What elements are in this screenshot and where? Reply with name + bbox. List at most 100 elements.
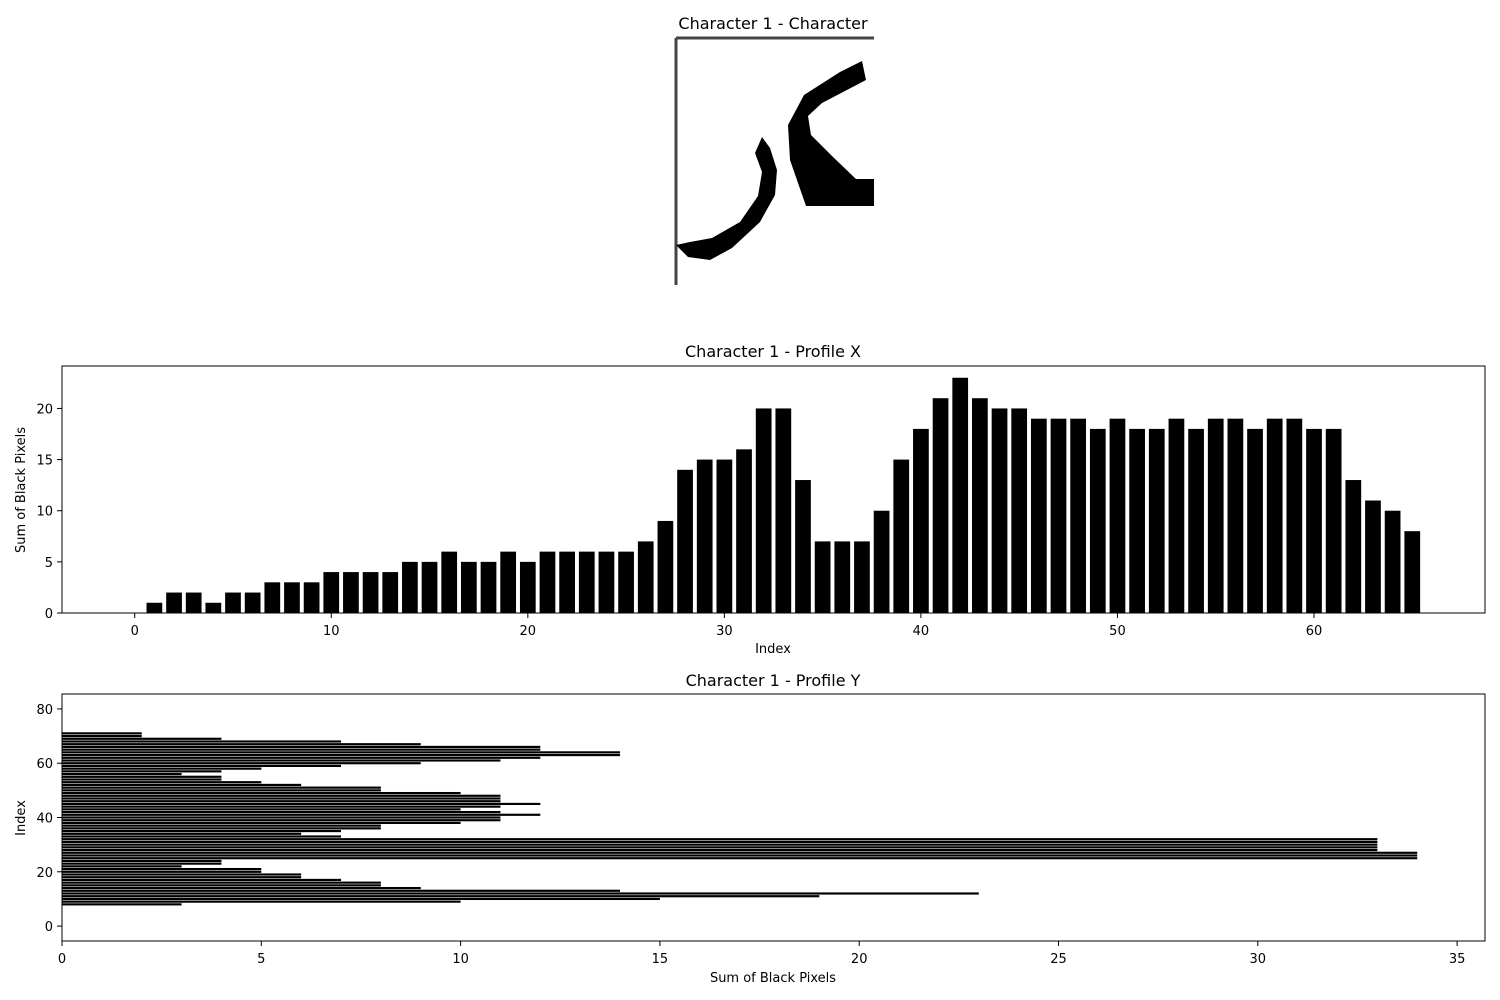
profile-x-bar: [1207, 418, 1224, 613]
profile-x-bar: [1188, 428, 1204, 613]
profile-x-bar: [795, 480, 811, 613]
profile-x-bar: [952, 377, 969, 613]
profile-y-bar: [62, 783, 302, 787]
profile-x-bar: [480, 561, 497, 613]
profile-x-bar: [913, 428, 929, 613]
profile-y-bar: [62, 743, 421, 746]
profile-y-bar: [62, 732, 142, 735]
profile-x-bar: [441, 551, 458, 613]
profile-x-bar: [166, 592, 182, 613]
profile-y-bar: [62, 900, 461, 903]
profile-y-bar: [62, 751, 621, 754]
profile-x-bar: [1325, 428, 1342, 613]
profile-y-bar: [62, 805, 501, 808]
profile-x-bar: [1168, 418, 1185, 613]
profile-y-xtick-label: 35: [1449, 952, 1466, 967]
profile-x-bar: [873, 510, 890, 613]
profile-y-ytick-label: 80: [36, 703, 53, 718]
profile-y-bar: [62, 778, 222, 781]
character-glyph: [676, 61, 874, 260]
profile-y-xtick-label: 30: [1250, 952, 1267, 967]
profile-y-bar: [62, 897, 660, 901]
profile-x-bar: [637, 541, 654, 613]
profile-x-title: Character 1 - Profile X: [685, 342, 861, 361]
profile-y-xtick-label: 5: [257, 952, 265, 967]
character-image: [674, 36, 874, 285]
profile-y-bar: [62, 884, 381, 887]
profile-y-bar: [62, 878, 342, 882]
profile-x-bar: [834, 541, 851, 613]
profile-x-ytick-label: 15: [36, 454, 53, 469]
profile-y-bar: [62, 764, 342, 768]
profile-x-bar: [578, 551, 595, 613]
profile-y-bar: [62, 854, 1418, 857]
profile-x-bar: [618, 551, 634, 613]
profile-x-ytick-label: 5: [45, 556, 53, 571]
profile-x-bar: [1286, 418, 1303, 613]
profile-x-bar: [1089, 428, 1106, 613]
profile-y-bar: [62, 848, 1378, 852]
profile-x-bar: [382, 572, 399, 613]
character-image-panel: Character 1 - Character: [674, 14, 874, 285]
profile-y-bar: [62, 867, 262, 871]
profile-y-xtick-label: 0: [58, 952, 66, 967]
profile-y-bar: [62, 827, 381, 830]
profile-y-ytick-label: 40: [36, 812, 53, 827]
profile-x-xtick-label: 10: [323, 624, 340, 639]
profile-y-bar: [62, 816, 501, 819]
profile-y-bar: [62, 870, 262, 873]
profile-x-bar: [972, 398, 988, 613]
profile-x-xtick-label: 30: [716, 624, 733, 639]
profile-y-ytick-label: 0: [45, 920, 53, 935]
profile-x-bar: [1109, 418, 1126, 613]
profile-y-bar: [62, 819, 501, 822]
profile-y-xticks: 0 5 10 15 20 25 30 35: [58, 941, 1466, 967]
profile-x-bar: [1011, 408, 1028, 613]
profile-y-bar: [62, 873, 302, 876]
profile-x-xtick-label: 40: [913, 624, 930, 639]
profile-y-bar: [62, 797, 501, 800]
profile-x-bar: [1266, 418, 1283, 613]
profile-x-bar: [991, 408, 1008, 613]
profile-x-bar: [854, 541, 870, 613]
profile-y-bar: [62, 889, 621, 892]
profile-x-bar: [1129, 428, 1145, 613]
profile-y-xtick-label: 20: [851, 952, 868, 967]
profile-x-bar: [284, 582, 300, 613]
profile-x-bar: [716, 459, 733, 613]
profile-x-chart: Character 1 - Profile X 0 10 20 30 40 50 60 0 5…: [14, 342, 1486, 657]
profile-x-bar: [598, 551, 615, 613]
profile-y-bar: [62, 770, 222, 773]
profile-x-ytick-label: 20: [36, 402, 53, 417]
profile-y-bar: [62, 802, 541, 806]
profile-y-bar: [62, 835, 342, 838]
profile-x-ytick-label: 0: [45, 607, 53, 622]
profile-y-bar: [62, 737, 222, 740]
profile-x-frame: [61, 365, 1486, 614]
profile-y-bar: [62, 759, 501, 762]
profile-y-bar: [62, 791, 461, 795]
profile-x-bar: [1247, 428, 1263, 613]
profile-y-bar: [62, 762, 421, 765]
profile-y-bar: [62, 832, 302, 835]
profile-y-bar: [62, 767, 262, 770]
profile-y-ytick-label: 20: [36, 866, 53, 881]
profile-x-bar: [343, 572, 359, 613]
profile-x-xtick-label: 0: [131, 624, 139, 639]
profile-y-bar: [62, 846, 1378, 849]
profile-y-bar: [62, 813, 541, 816]
profile-x-bar: [185, 592, 202, 613]
profile-x-bar: [1050, 418, 1067, 613]
profile-y-bar: [62, 865, 182, 868]
profile-x-bar: [932, 398, 949, 613]
profile-x-bar: [736, 449, 752, 613]
profile-y-bar: [62, 851, 1418, 854]
profile-x-xlabel: Index: [755, 642, 791, 657]
profile-y-xtick-label: 25: [1050, 952, 1067, 967]
profile-x-bar: [264, 582, 281, 613]
profile-y-xtick-label: 15: [652, 952, 669, 967]
profile-x-bar: [1306, 428, 1322, 613]
profile-y-yticks: 0 20 40 60 80: [36, 703, 62, 935]
profile-x-bar: [460, 561, 477, 613]
profile-x-bar: [323, 572, 340, 613]
